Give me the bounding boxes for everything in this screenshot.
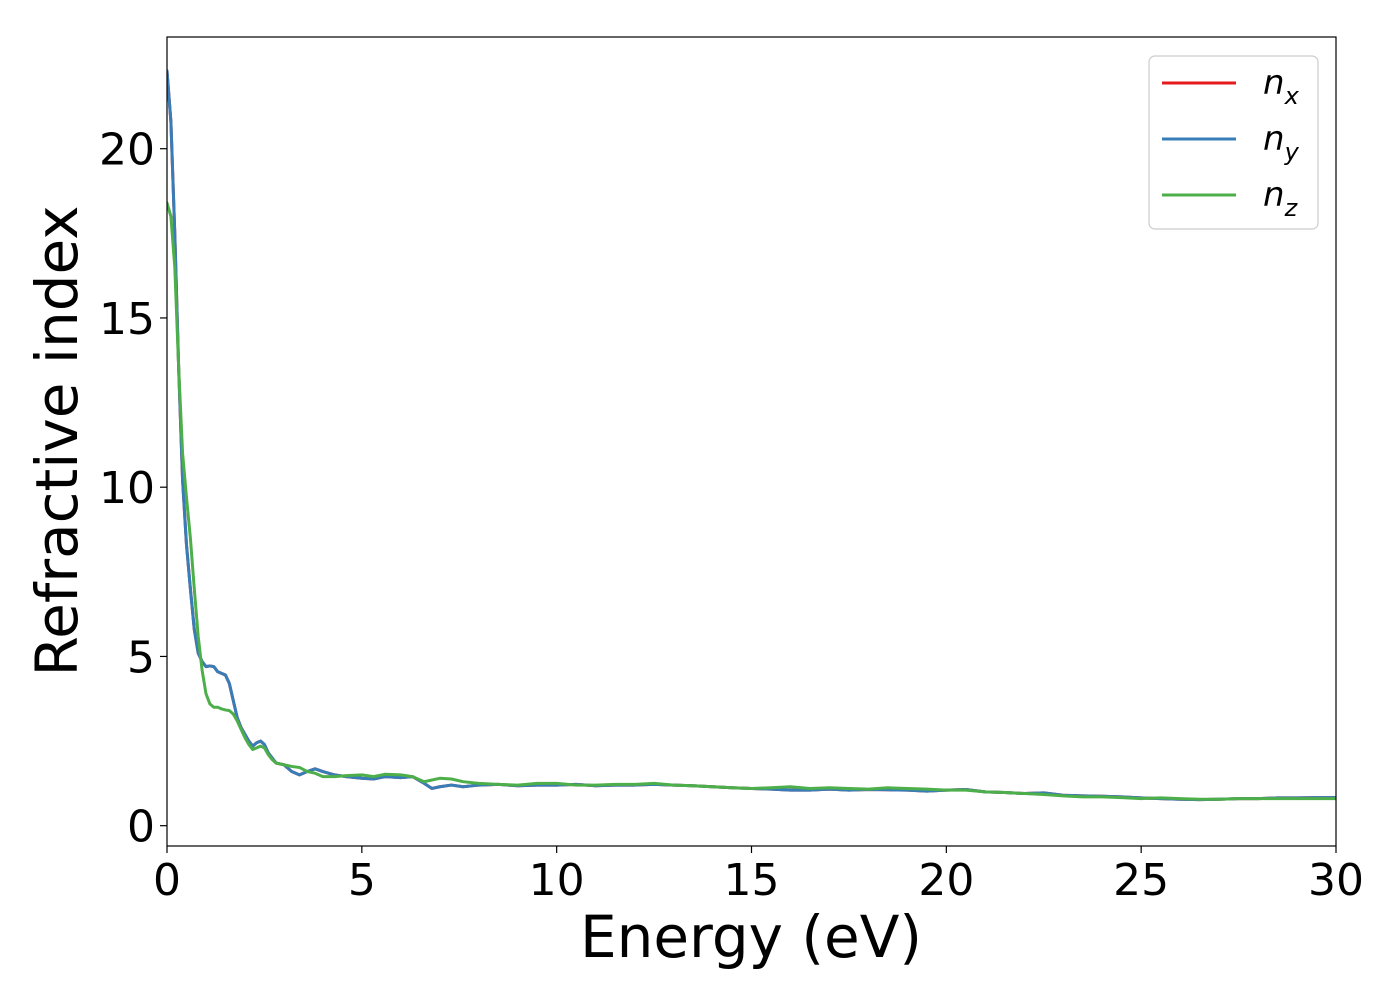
legend-box: [1148, 55, 1319, 230]
series-line-z: [167, 201, 1336, 801]
x-axis-label: Energy (eV): [580, 903, 922, 971]
x-tick-label: 30: [1308, 855, 1364, 906]
legend: nx ny nz: [1148, 55, 1319, 230]
legend-entry-y: ny: [1162, 119, 1300, 166]
x-tick-label: 10: [529, 855, 585, 906]
x-tick-label: 15: [724, 855, 780, 906]
x-tick-label: 0: [153, 855, 181, 906]
legend-label: ny: [1263, 119, 1300, 166]
x-tick-label: 5: [348, 855, 376, 906]
y-tick-label: 10: [99, 463, 155, 514]
y-tick-label: 0: [127, 802, 155, 853]
x-tick-label: 20: [918, 855, 974, 906]
legend-entry-x: nx: [1162, 63, 1300, 110]
ticks-layer: 0 5 10 15 20 25 30 0 5 10 15 20: [99, 125, 1364, 906]
series-layer: [167, 69, 1336, 802]
legend-label: nz: [1263, 175, 1299, 222]
x-tick-label: 25: [1113, 855, 1169, 906]
y-tick-label: 20: [99, 125, 155, 176]
legend-entry-z: nz: [1162, 175, 1299, 222]
y-tick-label: 15: [99, 294, 155, 345]
y-axis-label: Refractive index: [23, 205, 91, 676]
legend-entries: nx ny nz: [1162, 63, 1300, 222]
legend-label: nx: [1263, 63, 1300, 110]
y-tick-label: 5: [127, 632, 155, 683]
